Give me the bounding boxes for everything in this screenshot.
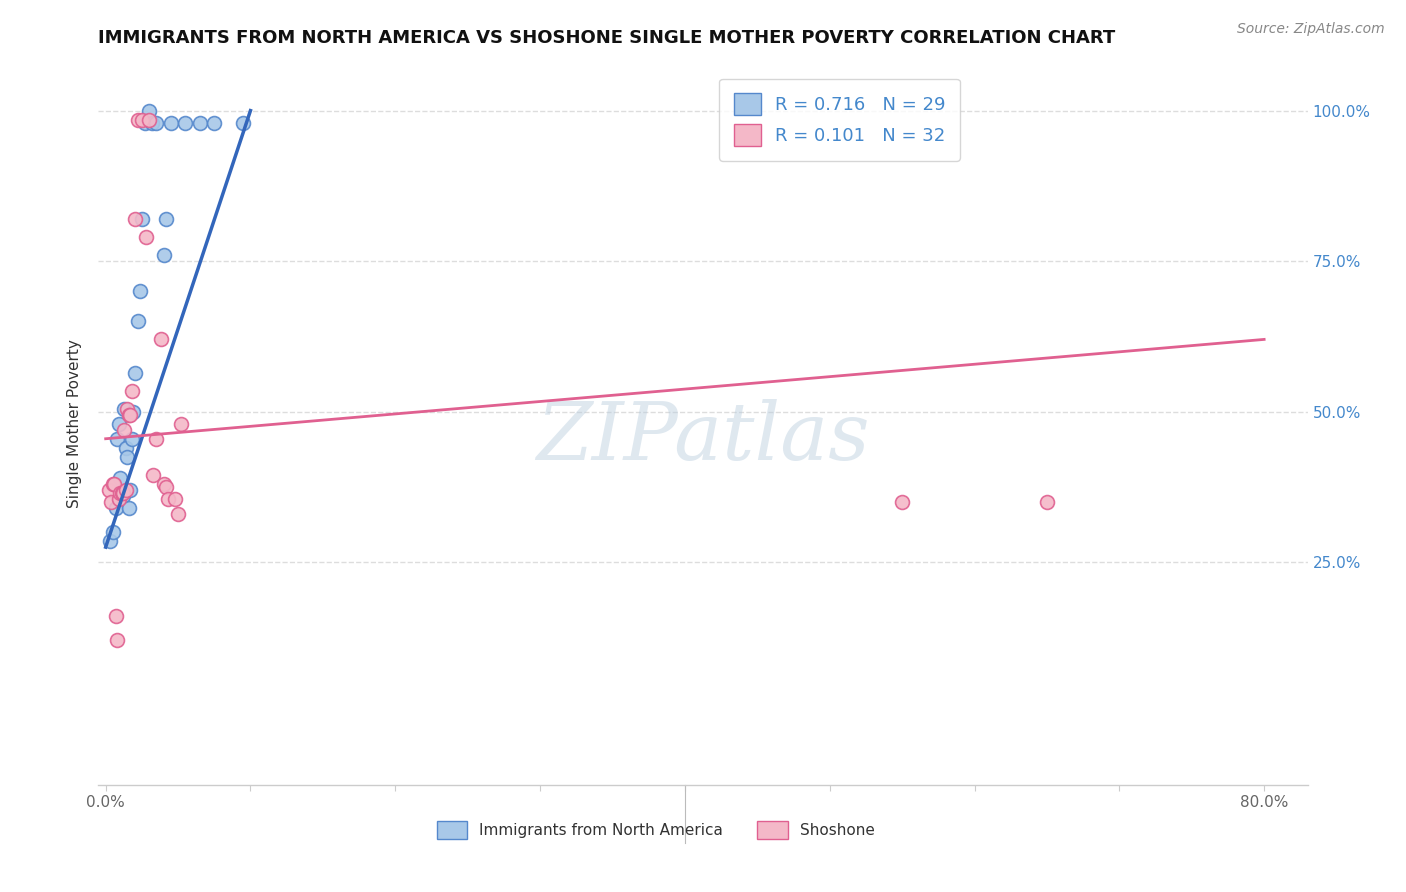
Point <box>98 534 121 549</box>
Point <box>155 480 177 494</box>
Point <box>105 432 128 446</box>
Point <box>156 491 179 506</box>
Point <box>97 483 120 497</box>
Point <box>138 103 160 118</box>
Point <box>103 476 125 491</box>
Point <box>127 112 149 127</box>
Point <box>131 211 153 226</box>
Point <box>141 115 163 129</box>
Point <box>112 486 135 500</box>
Point <box>107 491 129 506</box>
Point <box>202 115 225 129</box>
Point <box>105 633 128 648</box>
Point <box>232 115 254 129</box>
Point <box>114 423 136 437</box>
Point <box>152 248 174 262</box>
Point <box>124 211 146 226</box>
Bar <box>758 821 787 839</box>
Point <box>112 489 135 503</box>
Point <box>127 314 149 328</box>
Point <box>115 483 138 497</box>
Point <box>107 417 129 431</box>
Point <box>142 467 165 482</box>
Point <box>170 417 193 431</box>
Legend: R = 0.716   N = 29, R = 0.101   N = 32: R = 0.716 N = 29, R = 0.101 N = 32 <box>718 78 960 161</box>
Point <box>135 230 157 244</box>
Point <box>131 112 153 127</box>
Point <box>1036 495 1059 509</box>
Point <box>145 432 167 446</box>
Bar <box>437 821 467 839</box>
Point <box>167 507 190 521</box>
Point <box>122 404 145 418</box>
Point <box>104 500 127 515</box>
Point <box>118 500 141 515</box>
Point <box>174 115 197 129</box>
Point <box>117 450 139 464</box>
Point <box>110 486 132 500</box>
Point <box>124 366 146 380</box>
Text: Shoshone: Shoshone <box>800 823 875 838</box>
Point <box>159 115 181 129</box>
Text: ZIPatlas: ZIPatlas <box>536 400 870 477</box>
Point <box>165 491 187 506</box>
Point <box>108 471 131 485</box>
Text: IMMIGRANTS FROM NORTH AMERICA VS SHOSHONE SINGLE MOTHER POVERTY CORRELATION CHAR: IMMIGRANTS FROM NORTH AMERICA VS SHOSHON… <box>98 29 1116 47</box>
Point <box>121 384 143 398</box>
Point <box>149 332 172 346</box>
Point <box>101 476 124 491</box>
Point <box>104 609 127 624</box>
Point <box>115 441 138 455</box>
Point <box>152 476 174 491</box>
Point <box>188 115 211 129</box>
Point <box>120 483 142 497</box>
Text: Immigrants from North America: Immigrants from North America <box>479 823 723 838</box>
Point <box>138 112 160 127</box>
Point <box>114 401 136 416</box>
Text: Source: ZipAtlas.com: Source: ZipAtlas.com <box>1237 22 1385 37</box>
Point <box>108 486 131 500</box>
Point <box>129 284 152 298</box>
Point <box>118 408 141 422</box>
Point <box>134 115 156 129</box>
Point <box>145 115 167 129</box>
Point <box>120 408 142 422</box>
Point <box>121 432 143 446</box>
Point <box>891 495 914 509</box>
Point <box>101 524 124 539</box>
Point <box>155 211 177 226</box>
Point <box>117 401 139 416</box>
Y-axis label: Single Mother Poverty: Single Mother Poverty <box>67 339 83 508</box>
Point <box>100 495 122 509</box>
